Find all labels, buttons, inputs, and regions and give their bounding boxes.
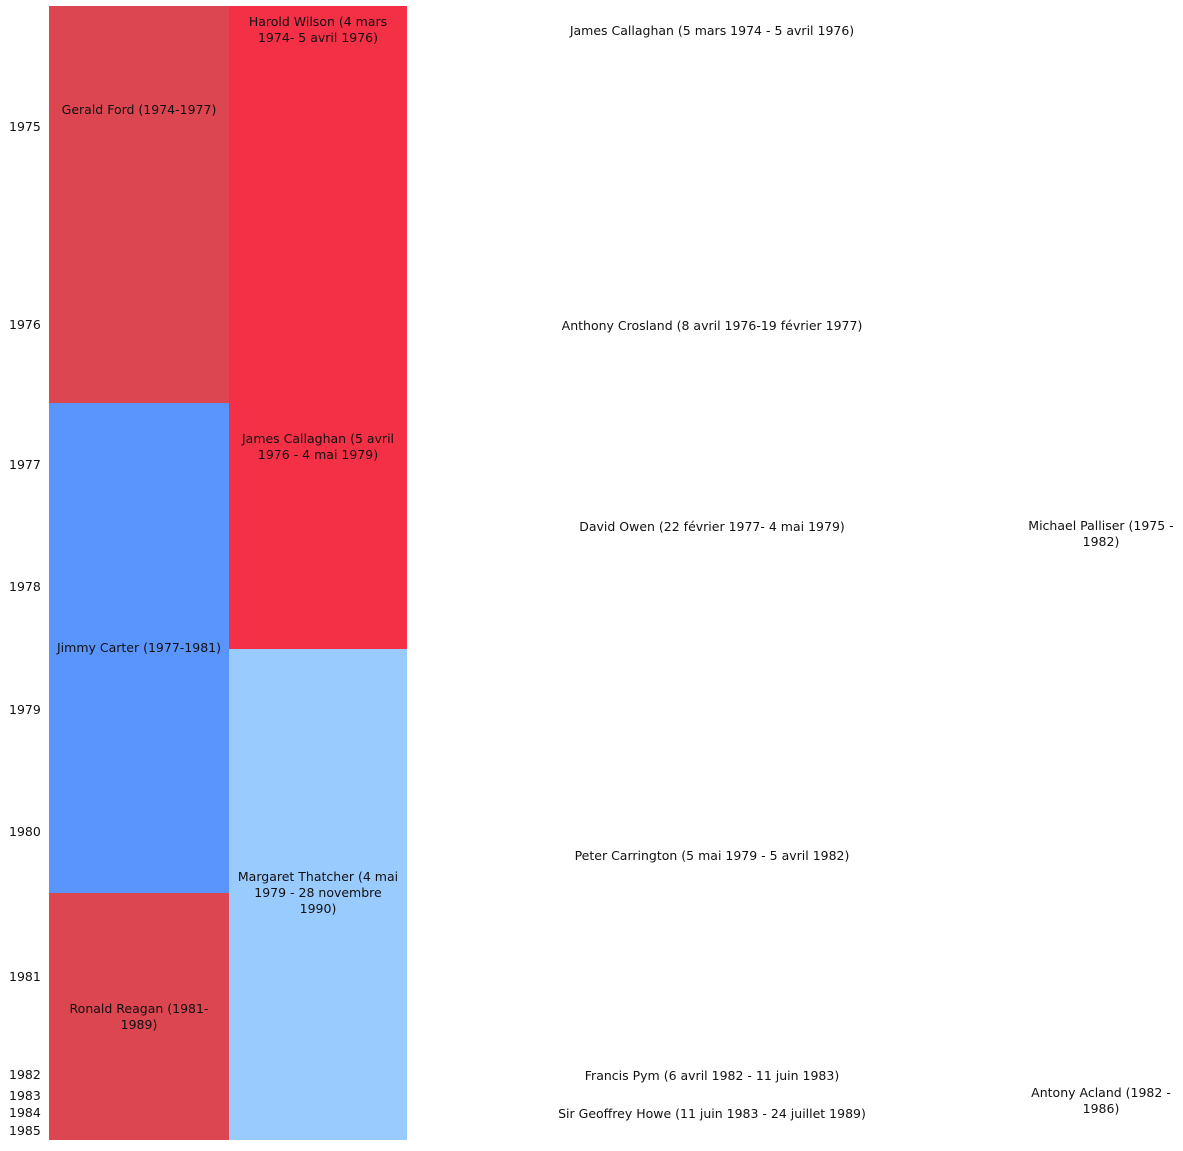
president-block: Ronald Reagan (1981-1989) bbox=[49, 893, 229, 1140]
president-label: Jimmy Carter (1977-1981) bbox=[56, 640, 221, 655]
president-label: Gerald Ford (1974-1977) bbox=[61, 102, 217, 117]
year-label: 1977 bbox=[9, 457, 41, 472]
ambassador-label: Michael Palliser (1975 - 1982) bbox=[1028, 518, 1174, 549]
prime-minister-block: Margaret Thatcher (4 mai 1979 - 28 novem… bbox=[229, 649, 407, 1140]
year-label: 1985 bbox=[9, 1123, 41, 1138]
prime-minister-block: Harold Wilson (4 mars 1974- 5 avril 1976… bbox=[229, 6, 407, 374]
prime-minister-label: Margaret Thatcher (4 mai 1979 - 28 novem… bbox=[237, 869, 399, 916]
foreign-secretary-label: Francis Pym (6 avril 1982 - 11 juin 1983… bbox=[584, 1068, 840, 1083]
prime-minister-label: Harold Wilson (4 mars 1974- 5 avril 1976… bbox=[248, 14, 388, 45]
year-label: 1978 bbox=[9, 579, 41, 594]
year-label: 1976 bbox=[9, 317, 41, 332]
foreign-secretary-label: Peter Carrington (5 mai 1979 - 5 avril 1… bbox=[574, 848, 850, 863]
president-block: Gerald Ford (1974-1977) bbox=[49, 6, 229, 403]
foreign-secretary-label: Sir Geoffrey Howe (11 juin 1983 - 24 jui… bbox=[558, 1106, 866, 1121]
ambassador-label: Antony Acland (1982 - 1986) bbox=[1031, 1085, 1171, 1116]
foreign-secretary-label: David Owen (22 février 1977- 4 mai 1979) bbox=[579, 519, 845, 534]
president-label: Ronald Reagan (1981-1989) bbox=[69, 1000, 209, 1032]
prime-minister-block: James Callaghan (5 avril 1976 - 4 mai 19… bbox=[229, 374, 407, 649]
year-label: 1982 bbox=[9, 1067, 41, 1082]
year-label: 1981 bbox=[9, 969, 41, 984]
year-label: 1979 bbox=[9, 702, 41, 717]
year-label: 1975 bbox=[9, 119, 41, 134]
year-label: 1984 bbox=[9, 1105, 41, 1120]
president-block: Jimmy Carter (1977-1981) bbox=[49, 403, 229, 893]
year-label: 1983 bbox=[9, 1088, 41, 1103]
year-label: 1980 bbox=[9, 824, 41, 839]
prime-minister-label: James Callaghan (5 avril 1976 - 4 mai 19… bbox=[241, 431, 395, 462]
foreign-secretary-label: Anthony Crosland (8 avril 1976-19 févrie… bbox=[561, 318, 863, 333]
foreign-secretary-label: James Callaghan (5 mars 1974 - 5 avril 1… bbox=[569, 23, 855, 38]
